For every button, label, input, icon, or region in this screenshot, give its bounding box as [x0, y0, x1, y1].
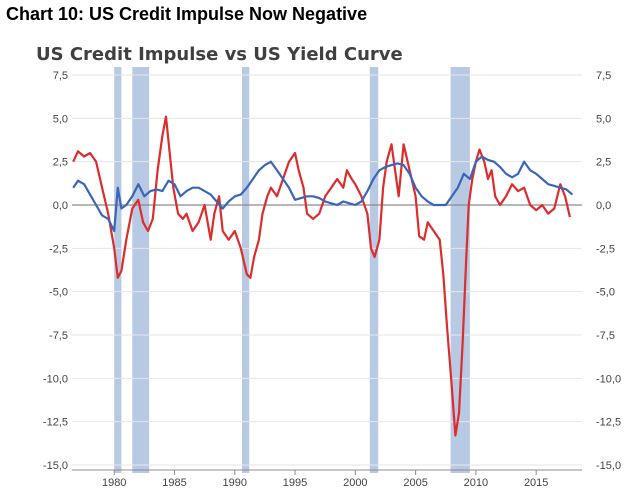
recession-band	[450, 67, 470, 473]
y-tick-label-left: -7,5	[49, 330, 68, 342]
y-tick-label-right: 5,0	[596, 113, 611, 125]
y-tick-label-left: 0,0	[53, 200, 68, 212]
x-axis: 1980 1985 1990 1995 2000 2005 2010 2015	[102, 470, 548, 489]
page-heading: Chart 10: US Credit Impulse Now Negative	[6, 4, 368, 24]
x-tick-label: 2005	[403, 477, 427, 489]
y-tick-label-right: -5,0	[596, 287, 615, 299]
x-tick-label: 2010	[464, 477, 488, 489]
x-tick-label: 1980	[102, 477, 126, 489]
y-tick-label-right: -15,0	[596, 460, 621, 472]
y-tick-label-right: -7,5	[596, 330, 615, 342]
x-tick-label: 1985	[162, 477, 186, 489]
y-tick-label-right: 0,0	[596, 200, 611, 212]
y-tick-label-left: -15,0	[43, 460, 68, 472]
y-tick-label-right: 2,5	[596, 157, 611, 169]
x-tick-label: 1990	[223, 477, 247, 489]
y-tick-label-left: 7,5	[53, 70, 68, 82]
y-axis-right: 7,5 5,0 2,5 0,0 -2,5 -5,0 -7,5 -10,0 -12,5 -15,0	[596, 70, 621, 472]
series-line-1	[72, 115, 571, 437]
chart-title: US Credit Impulse vs US Yield Curve	[36, 44, 403, 65]
x-tick-label: 1995	[283, 477, 307, 489]
y-tick-label-right: -2,5	[596, 243, 615, 255]
gridlines	[72, 74, 582, 471]
y-tick-label-right: -12,5	[596, 417, 621, 429]
y-tick-label-left: 2,5	[53, 157, 68, 169]
y-tick-label-left: 5,0	[53, 113, 68, 125]
y-tick-label-left: -10,0	[43, 373, 68, 385]
y-axis-left: 7,5 5,0 2,5 0,0 -2,5 -5,0 -7,5 -10,0 -12,5 -15,0	[43, 70, 68, 472]
y-tick-label-left: -5,0	[49, 287, 68, 299]
recession-band	[132, 67, 150, 473]
y-tick-label-right: 7,5	[596, 70, 611, 82]
y-tick-label-left: -12,5	[43, 417, 68, 429]
series-lines	[72, 115, 574, 437]
recession-band	[369, 67, 379, 473]
x-tick-label: 2000	[343, 477, 367, 489]
y-tick-label-right: -10,0	[596, 373, 621, 385]
series-line-2	[72, 155, 574, 233]
x-tick-label: 2015	[524, 477, 548, 489]
y-tick-label-left: -2,5	[49, 243, 68, 255]
